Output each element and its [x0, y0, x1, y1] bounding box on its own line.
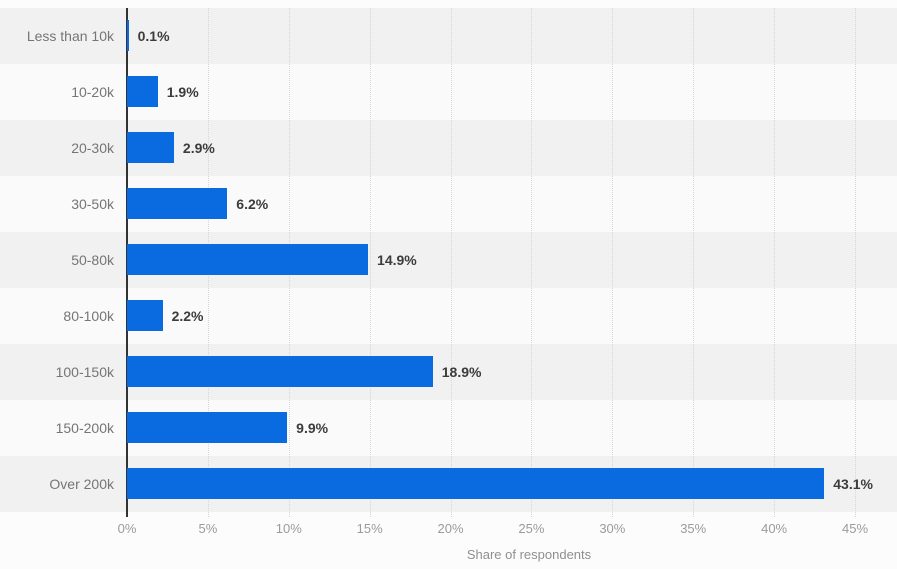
category-label: Over 200k — [49, 476, 114, 492]
bar[interactable] — [127, 188, 228, 219]
value-label: 43.1% — [833, 476, 873, 492]
x-axis-title: Share of respondents — [466, 547, 592, 562]
category-label: 100-150k — [55, 364, 114, 380]
x-tick-label: 15% — [356, 521, 383, 536]
category-label: 50-80k — [71, 252, 114, 268]
category-label: 30-50k — [71, 196, 114, 212]
bar[interactable] — [127, 20, 129, 51]
gridline — [450, 8, 452, 517]
category-label: Less than 10k — [26, 28, 114, 44]
gridline — [693, 8, 695, 517]
value-label: 0.1% — [137, 28, 170, 44]
bar[interactable] — [127, 412, 288, 443]
row-stripe — [0, 8, 897, 64]
gridline — [531, 8, 533, 517]
value-label: 18.9% — [441, 364, 482, 380]
bar[interactable] — [127, 132, 174, 163]
bar[interactable] — [127, 76, 158, 107]
x-tick-label: 40% — [761, 521, 788, 536]
x-tick-label: 25% — [518, 521, 545, 536]
category-label: 150-200k — [55, 420, 114, 436]
x-tick-label: 0% — [117, 521, 137, 536]
x-tick-label: 5% — [198, 521, 218, 536]
x-tick-label: 35% — [680, 521, 707, 536]
x-tick-label: 20% — [437, 521, 464, 536]
gridline — [774, 8, 776, 517]
value-label: 6.2% — [236, 196, 269, 212]
value-label: 2.9% — [182, 140, 215, 156]
category-label: 80-100k — [63, 308, 114, 324]
bar[interactable] — [127, 468, 825, 499]
value-label: 14.9% — [377, 252, 417, 268]
value-label: 2.2% — [171, 308, 204, 324]
x-tick-label: 30% — [599, 521, 626, 536]
category-label: 20-30k — [71, 140, 114, 156]
gridline — [369, 8, 371, 517]
value-label: 1.9% — [166, 84, 199, 100]
bar[interactable] — [127, 300, 163, 331]
bar[interactable] — [127, 244, 369, 275]
value-label: 9.9% — [296, 420, 329, 436]
gridline — [612, 8, 614, 517]
bar[interactable] — [127, 356, 433, 387]
category-label: 10-20k — [71, 84, 114, 100]
x-tick-label: 10% — [275, 521, 302, 536]
gridline — [855, 8, 856, 517]
x-tick-label: 45% — [841, 521, 869, 536]
